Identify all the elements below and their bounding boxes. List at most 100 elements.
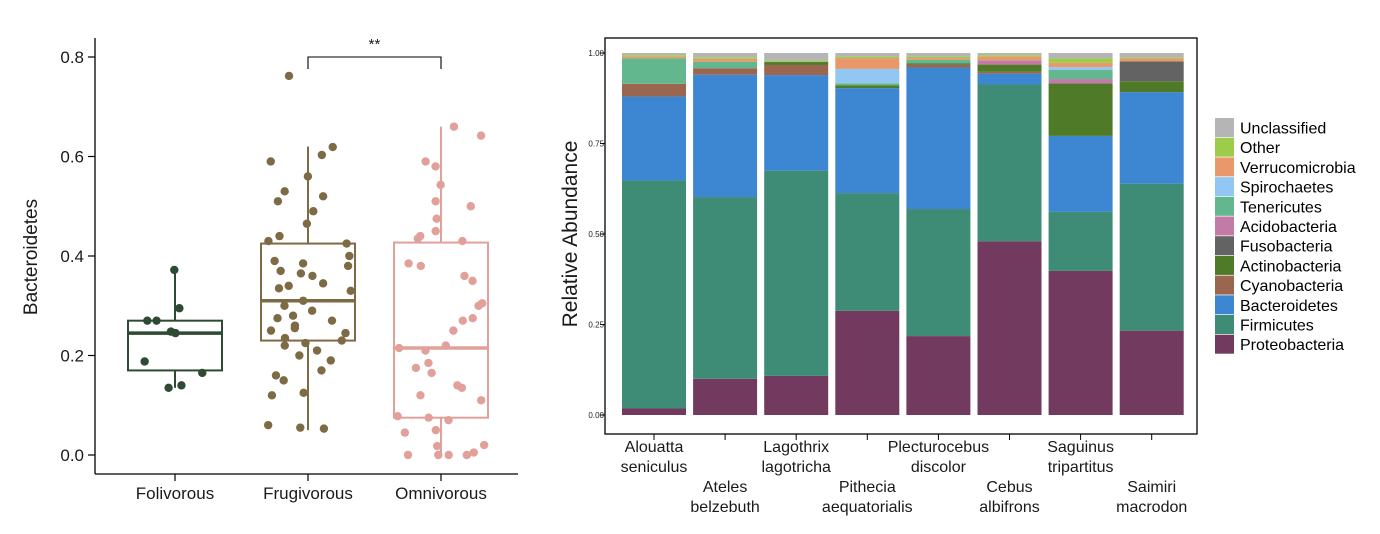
data-point: [266, 157, 275, 166]
data-point: [432, 214, 441, 223]
data-point: [431, 425, 441, 435]
segment-bacteroidetes: [906, 67, 971, 210]
boxplot-x-tick-label: Folivorous: [136, 484, 214, 503]
data-point: [393, 411, 402, 421]
stacked-bar-x-tick-label: Pithecia: [839, 479, 896, 496]
segment-firmicutes: [622, 180, 686, 409]
legend-swatch: [1215, 137, 1234, 157]
data-point: [411, 363, 421, 373]
segment-acidobacteria: [1048, 79, 1113, 84]
segment-unclassified: [693, 53, 758, 58]
segment-firmicutes: [906, 209, 971, 337]
boxplot-y-tick-label: 0.8: [60, 48, 84, 67]
boxplot-y-tick-label: 0.4: [60, 247, 84, 266]
data-point: [270, 256, 279, 266]
legend-label: Verrucomicrobia: [1240, 160, 1356, 177]
data-point: [474, 301, 483, 310]
data-point: [403, 450, 413, 460]
data-point: [301, 338, 310, 348]
data-point: [280, 301, 289, 310]
data-point: [458, 236, 467, 246]
segment-actinobacteria: [977, 64, 1042, 72]
data-point: [326, 356, 335, 365]
legend-item-bacteroidetes: Bacteroidetes: [1215, 295, 1338, 315]
data-point: [476, 396, 486, 405]
data-point: [299, 388, 308, 398]
data-point: [421, 346, 430, 355]
data-point: [152, 316, 161, 325]
data-point: [274, 284, 284, 293]
legend-swatch: [1215, 236, 1234, 256]
boxplot-x-ticks: Folivorous Frugivorous Omnivorous: [136, 474, 487, 503]
segment-cyanobacteria: [906, 64, 971, 68]
data-point: [284, 71, 294, 81]
data-point: [345, 251, 354, 261]
legend-label: Proteobacteria: [1240, 337, 1344, 354]
segment-firmicutes: [1119, 183, 1184, 331]
data-point: [302, 219, 312, 228]
data-point: [303, 172, 313, 181]
segment-other: [1119, 57, 1184, 59]
data-point: [416, 261, 425, 271]
segment-other: [764, 60, 829, 63]
data-point: [276, 266, 285, 276]
segment-cyanobacteria: [622, 83, 686, 97]
segment-proteobacteria: [1119, 330, 1184, 415]
significance-label: **: [369, 36, 381, 53]
stacked-bar-panel: Relative Abundance 0.000.250.500.751.00 …: [559, 37, 1356, 516]
segment-actinobacteria: [1119, 81, 1184, 93]
boxplot-points: [140, 71, 489, 460]
data-point: [468, 276, 477, 286]
data-point: [177, 381, 186, 390]
stacked-bar-y-tick-label: 0.75: [588, 140, 604, 149]
segment-proteobacteria: [1048, 270, 1113, 415]
data-point: [279, 376, 288, 385]
stacked-bar-y-tick-label: 0.25: [588, 321, 604, 330]
segment-spirochaetes: [1048, 67, 1113, 71]
segment-spirochaetes: [835, 68, 900, 84]
stacked-bar-x-tick-label: tripartitus: [1048, 459, 1114, 476]
stacked-bar-x-tick-label: lagotricha: [762, 459, 831, 476]
legend-label: Bacteroidetes: [1240, 298, 1338, 315]
data-point: [312, 346, 322, 355]
stacked-bar-x-tick-label: Plecturocebus: [888, 439, 989, 456]
data-point: [308, 271, 317, 281]
segment-verrucomicrobia: [906, 58, 971, 60]
segment-proteobacteria: [977, 241, 1042, 415]
stacked-bar-y-tick-label: 1.00: [588, 49, 604, 58]
segment-unclassified: [622, 53, 686, 56]
segment-bacteroidetes: [1119, 92, 1184, 184]
data-point: [441, 341, 450, 350]
legend-item-spirochaetes: Spirochaetes: [1215, 177, 1333, 197]
data-point: [318, 192, 328, 201]
segment-cyanobacteria: [693, 68, 758, 75]
legend-item-firmicutes: Firmicutes: [1215, 315, 1314, 335]
data-point: [424, 413, 433, 422]
data-point: [140, 357, 149, 366]
data-point: [436, 180, 445, 190]
segment-firmicutes: [1048, 211, 1113, 271]
legend-label: Tenericutes: [1240, 199, 1322, 216]
data-point: [431, 162, 440, 171]
data-point: [400, 428, 410, 437]
bar-pithecia-aequatorialis: [835, 53, 900, 415]
segment-bacteroidetes: [835, 88, 900, 194]
segment-proteobacteria: [693, 378, 758, 415]
legend-label: Firmicutes: [1240, 318, 1314, 335]
boxplot-y-axis-label: Bacteroidetes: [21, 199, 42, 315]
data-point: [280, 187, 289, 196]
data-point: [143, 316, 152, 325]
legend-swatch: [1215, 275, 1234, 295]
stacked-bar-y-tick-label: 0.00: [588, 411, 604, 420]
data-point: [337, 336, 347, 345]
legend-swatch: [1215, 157, 1234, 177]
bar-ateles-belzebuth: [693, 53, 758, 415]
data-point: [458, 316, 467, 325]
segment-other: [693, 57, 758, 59]
segment-firmicutes: [977, 84, 1042, 242]
data-point: [424, 358, 433, 368]
boxplot-boxes: [127, 126, 489, 455]
stacked-bar-x-tick-label: albifrons: [979, 499, 1039, 516]
data-point: [273, 313, 282, 323]
